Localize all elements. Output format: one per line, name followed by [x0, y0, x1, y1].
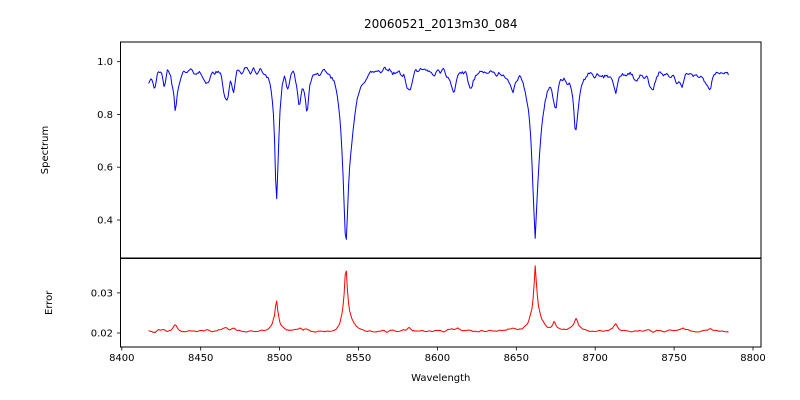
- x-tick-label: 8450: [188, 353, 213, 364]
- x-tick-label: 8550: [346, 353, 371, 364]
- y-tick-label: 0.6: [97, 163, 113, 174]
- chart-title: 20060521_2013m30_084: [364, 17, 517, 31]
- x-tick-label: 8600: [425, 353, 450, 364]
- y-tick-label: 0.4: [97, 216, 113, 227]
- x-tick-label: 8700: [582, 353, 607, 364]
- y-tick-label: 1.0: [97, 57, 113, 68]
- error-y-axis-label: Error: [44, 290, 55, 315]
- error-panel-frame: [120, 258, 762, 348]
- spectrum-y-axis-ticks: 0.4 0.6 0.8 1.0: [97, 57, 121, 227]
- x-axis-label: Wavelength: [411, 373, 470, 384]
- x-tick-label: 8400: [109, 353, 134, 364]
- spectrum-y-axis-label: Spectrum: [40, 126, 51, 174]
- y-tick-label: 0.8: [97, 110, 113, 121]
- error-line: [148, 265, 729, 333]
- error-y-axis-ticks: 0.02 0.03: [91, 288, 121, 340]
- x-tick-label: 8650: [504, 353, 529, 364]
- x-tick-label: 8750: [661, 353, 686, 364]
- y-tick-label: 0.03: [91, 288, 113, 299]
- x-tick-label: 8800: [740, 353, 765, 364]
- spectrum-line: [148, 66, 729, 240]
- x-tick-label: 8500: [267, 353, 292, 364]
- x-axis-ticks: 8400 8450 8500 8550 8600 8650 8700 8750 8800: [109, 347, 766, 364]
- y-tick-label: 0.02: [91, 329, 113, 340]
